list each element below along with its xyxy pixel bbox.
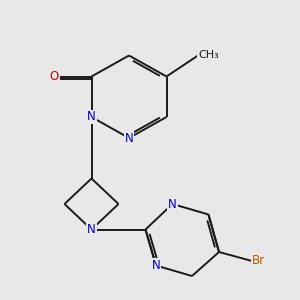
Text: CH₃: CH₃ — [198, 50, 219, 61]
Text: N: N — [168, 197, 177, 211]
Text: N: N — [87, 110, 96, 124]
Text: N: N — [152, 259, 160, 272]
Text: O: O — [50, 70, 58, 83]
Text: N: N — [87, 223, 96, 236]
Text: Br: Br — [252, 254, 265, 268]
Text: N: N — [124, 131, 134, 145]
